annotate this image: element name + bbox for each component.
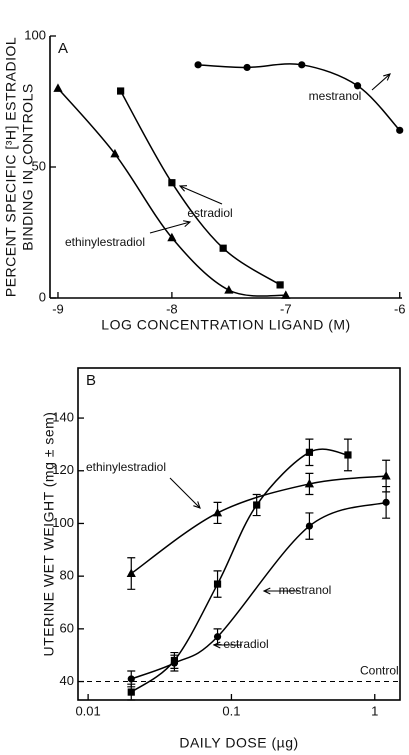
curve — [198, 63, 401, 131]
y-tick-label: 50 — [32, 158, 46, 173]
point — [353, 82, 362, 90]
panel-label: B — [86, 372, 96, 389]
point — [167, 232, 177, 242]
label-arrow — [169, 477, 201, 509]
point — [127, 675, 135, 683]
series-label: estradiol — [223, 637, 268, 651]
curve — [130, 475, 387, 575]
x-tick-label: -6 — [394, 301, 406, 316]
arrow-head — [262, 587, 271, 595]
point — [281, 290, 291, 299]
point — [253, 501, 261, 509]
label-arrow — [371, 73, 391, 91]
plot-frame — [77, 367, 401, 701]
arrow-head — [212, 641, 221, 649]
y-axis-label: UTERINE WET WEIGHT (mg ± sem) — [41, 412, 57, 657]
point — [168, 179, 176, 187]
label-arrow — [149, 221, 191, 234]
point — [127, 688, 135, 696]
x-tick-label: -7 — [280, 301, 292, 316]
point — [194, 61, 202, 69]
point — [224, 285, 234, 294]
series-label: ethinylestradiol — [65, 235, 145, 249]
arrow-head — [193, 501, 201, 509]
series-label: estradiol — [187, 206, 232, 220]
point — [382, 498, 390, 506]
curve — [57, 87, 286, 297]
y-tick-label: 100 — [24, 27, 46, 42]
point — [219, 244, 227, 252]
point — [213, 633, 222, 641]
series-label: mestranol — [309, 89, 362, 103]
point — [126, 568, 136, 578]
y-tick-label: 80 — [60, 568, 74, 583]
x-axis-label: DAILY DOSE (µg) — [179, 735, 298, 751]
point — [212, 507, 223, 517]
point — [213, 580, 222, 588]
series-label: ethinylestradiol — [86, 460, 166, 474]
point — [396, 126, 404, 134]
arrow-head — [383, 73, 391, 81]
x-tick-label: 0.01 — [75, 703, 100, 718]
x-tick-label: -8 — [166, 301, 178, 316]
point — [276, 281, 284, 289]
point — [53, 83, 63, 92]
point — [110, 148, 120, 158]
panel-label: A — [58, 40, 68, 57]
curve — [131, 501, 387, 680]
point — [243, 63, 251, 72]
series-label: mestranol — [279, 583, 332, 597]
point — [117, 87, 125, 95]
y-tick-label: 0 — [39, 289, 46, 304]
x-tick-label: -9 — [52, 301, 64, 316]
point — [304, 478, 315, 488]
point — [305, 522, 314, 530]
y-tick-label: 40 — [60, 673, 74, 688]
x-axis-label: LOG CONCENTRATION LIGAND (M) — [101, 317, 350, 333]
reference-label: Control — [360, 664, 399, 678]
curve — [130, 448, 349, 693]
point — [170, 656, 179, 665]
curve — [119, 90, 281, 286]
x-tick-label: 0.1 — [222, 703, 240, 718]
y-tick-label: 120 — [52, 462, 74, 477]
y-axis-label: BINDING IN CONTROLS — [20, 83, 36, 250]
point — [305, 448, 314, 456]
y-axis-label: PERCENT SPECIFIC [³H] ESTRADIOL — [3, 37, 19, 297]
label-arrow — [179, 185, 223, 205]
point — [344, 451, 352, 459]
y-tick-label: 60 — [60, 620, 74, 635]
arrow-head — [183, 220, 192, 228]
point — [298, 61, 306, 69]
x-tick-label: 1 — [371, 703, 378, 718]
arrow-head — [178, 185, 188, 192]
point — [381, 471, 391, 480]
y-tick-label: 140 — [52, 410, 74, 425]
y-tick-label: 100 — [52, 515, 74, 530]
